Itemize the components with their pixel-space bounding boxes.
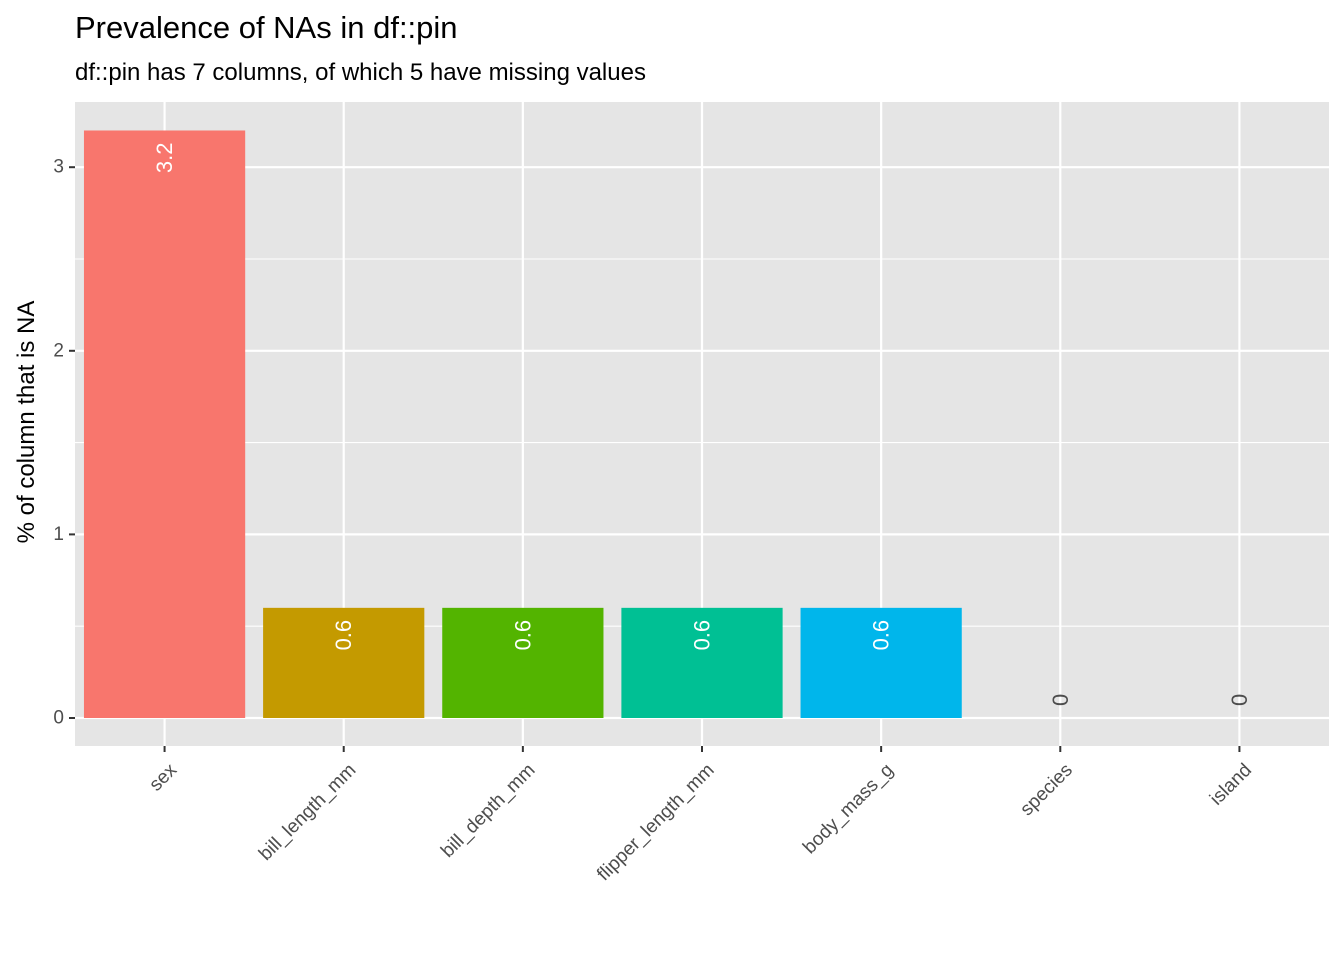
y-tick-label: 0: [53, 708, 64, 729]
bar-bill_depth_mm: [442, 607, 604, 718]
x-tick-label: sex: [145, 759, 181, 795]
bar-value-label: 0.6: [331, 620, 356, 651]
chart-title: Prevalence of NAs in df::pin: [75, 10, 458, 45]
y-tick-label: 2: [53, 340, 64, 361]
bar-body_mass_g: [800, 607, 962, 718]
y-tick-label: 1: [53, 524, 64, 545]
y-tick-label: 3: [53, 157, 64, 178]
y-axis: 0 1 2 3: [53, 157, 75, 729]
x-tick-label: island: [1206, 760, 1256, 810]
chart-subtitle: df::pin has 7 columns, of which 5 have m…: [75, 59, 646, 86]
x-tick-label: body_mass_g: [799, 760, 897, 858]
bar-value-label: 0: [1048, 694, 1073, 706]
bar-value-label: 3.2: [152, 142, 177, 173]
x-tick-label: flipper_length_mm: [593, 760, 718, 885]
x-tick-label: bill_depth_mm: [437, 760, 539, 862]
y-axis-label: % of column that is NA: [13, 301, 40, 544]
bar-value-label: 0.6: [869, 620, 894, 651]
bar-bill_length_mm: [263, 607, 425, 718]
bar-value-label: 0: [1227, 694, 1252, 706]
x-tick-label: species: [1016, 760, 1076, 820]
x-tick-label: bill_length_mm: [255, 760, 360, 865]
bar-labels: 3.2 0.6 0.6 0.6 0.6 0 0: [152, 142, 1252, 706]
x-axis: sex bill_length_mm bill_depth_mm flipper_le…: [145, 746, 1256, 885]
bar-sex: [83, 130, 246, 719]
bar-flipper_length_mm: [621, 607, 783, 718]
bar-value-label: 0.6: [690, 620, 715, 651]
bars: [83, 130, 962, 719]
bar-value-label: 0.6: [510, 620, 535, 651]
